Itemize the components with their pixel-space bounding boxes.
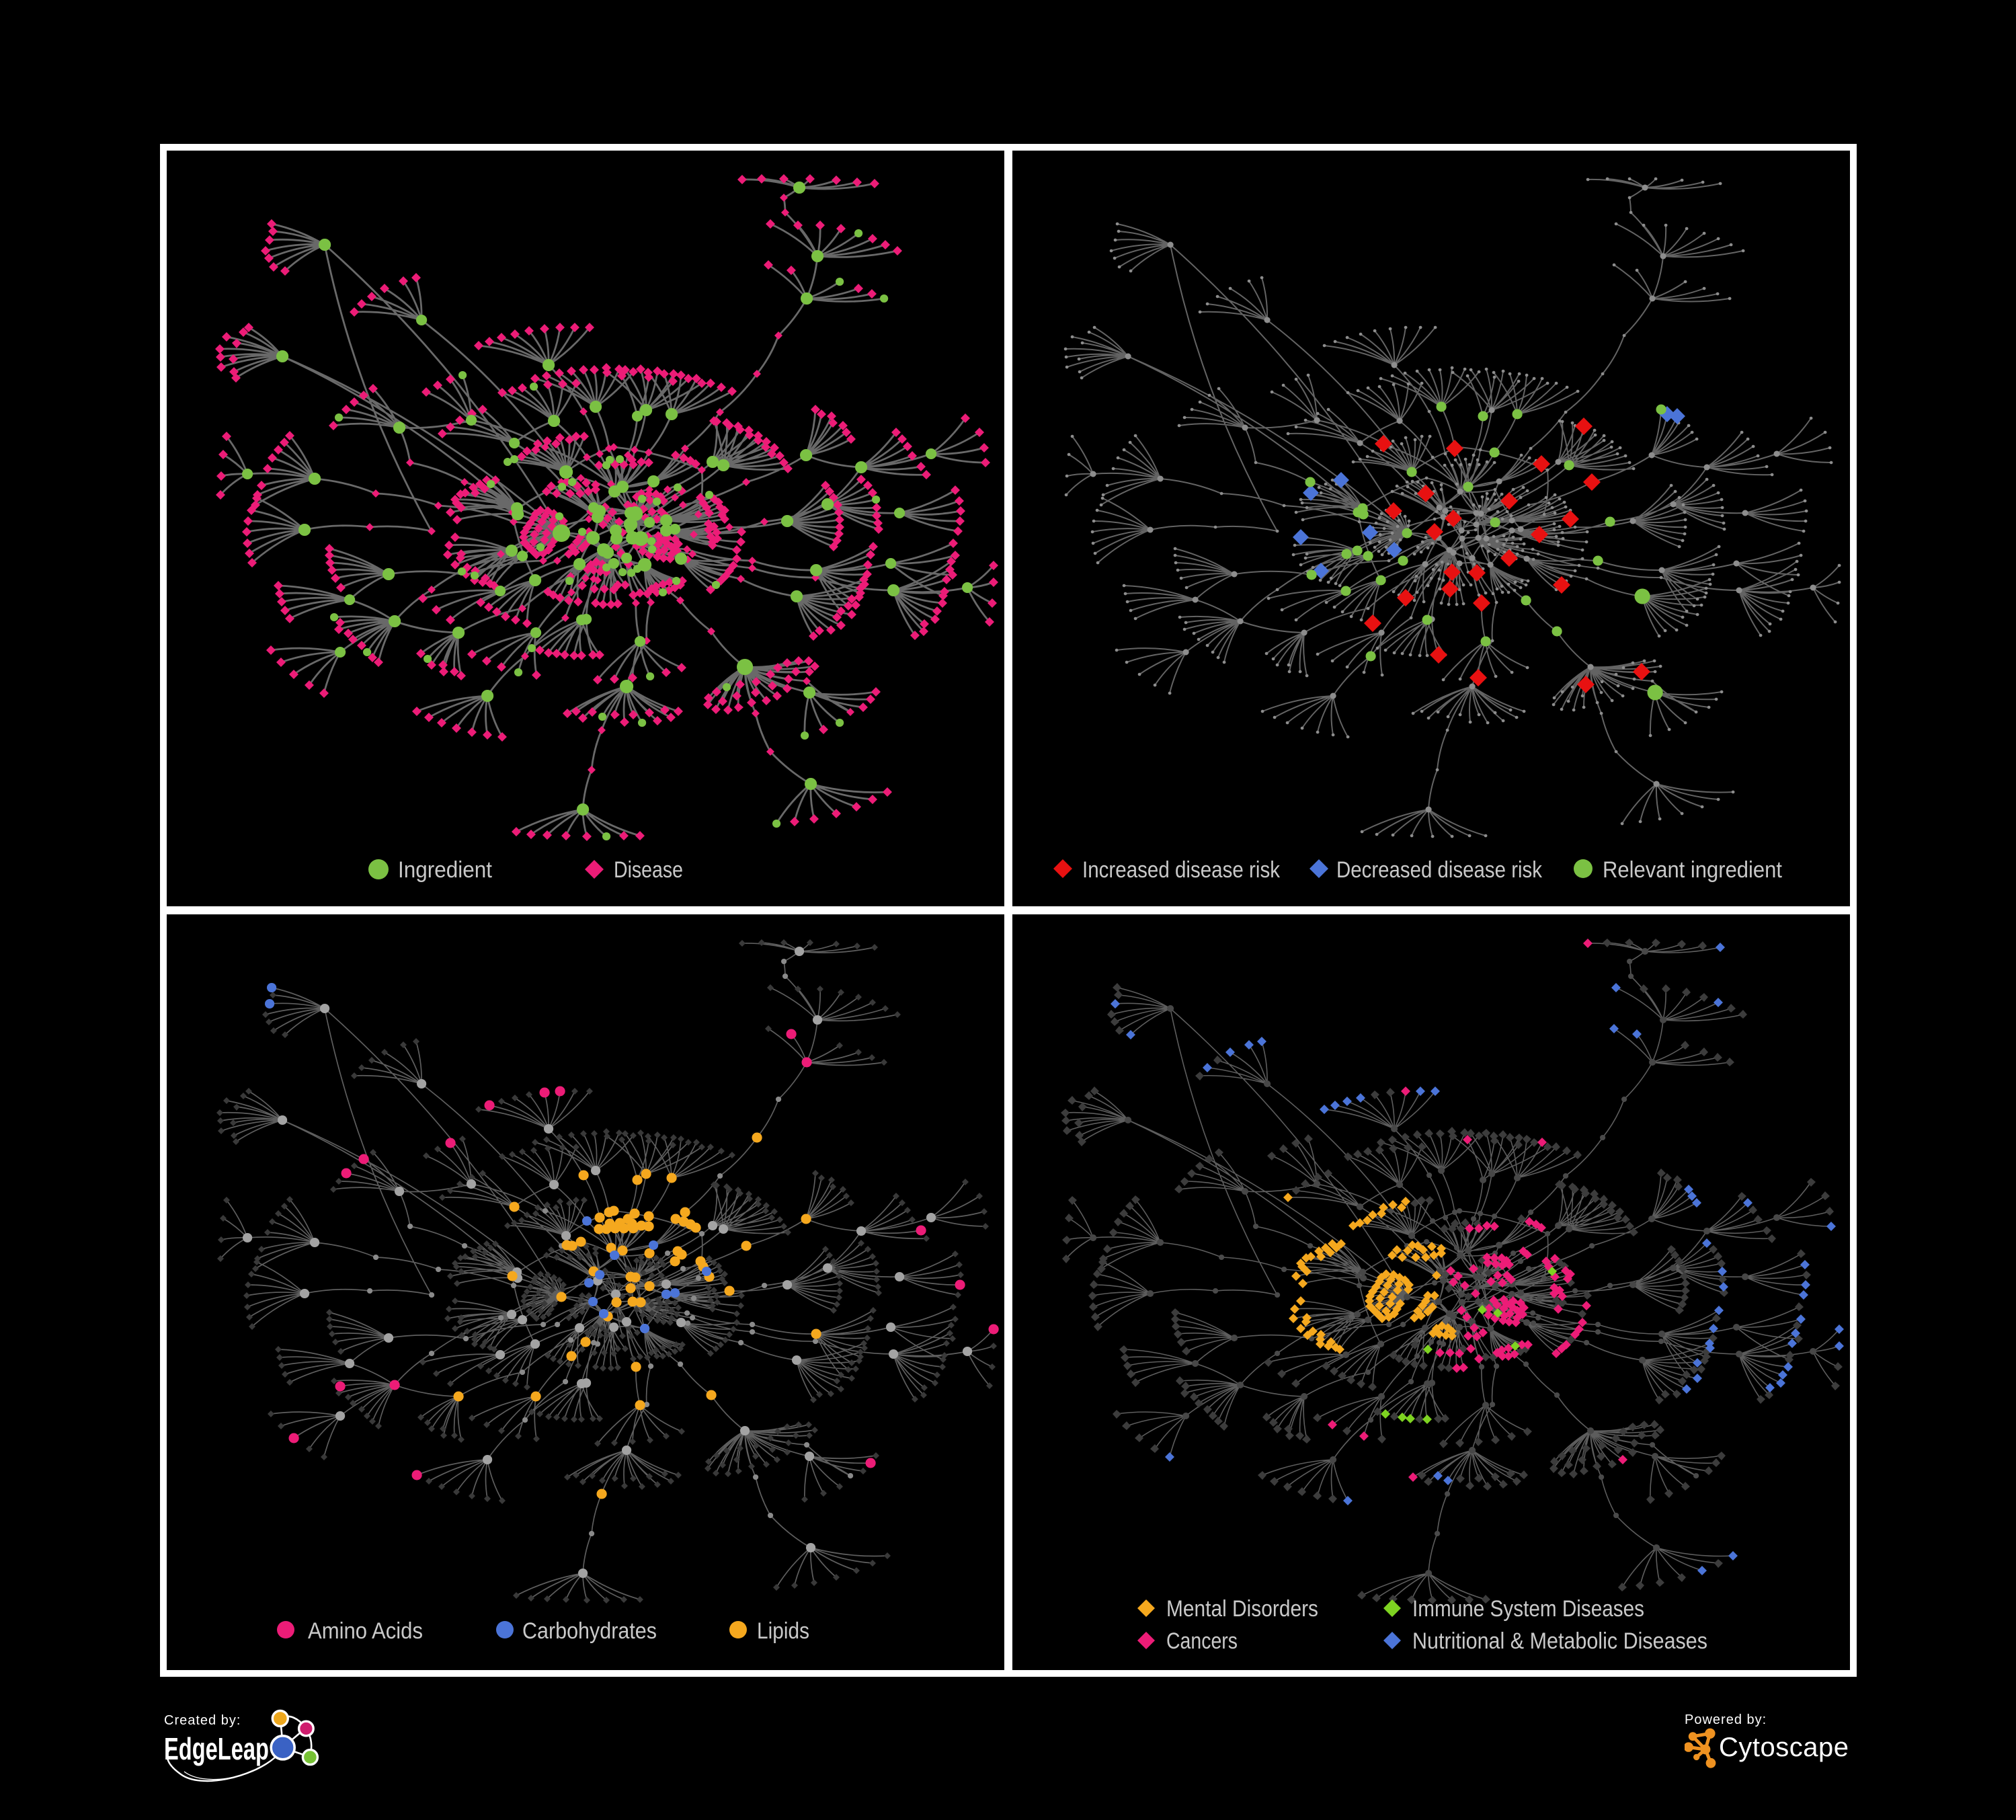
svg-text:Disease: Disease <box>614 857 683 883</box>
svg-text:Increased disease risk: Increased disease risk <box>1082 857 1281 883</box>
svg-text:Decreased disease risk: Decreased disease risk <box>1336 857 1543 883</box>
svg-text:EdgeLeap: EdgeLeap <box>164 1731 269 1766</box>
svg-text:Created by:: Created by: <box>164 1713 241 1728</box>
svg-text:Cancers: Cancers <box>1166 1628 1238 1654</box>
svg-text:Powered by:: Powered by: <box>1685 1712 1767 1727</box>
svg-text:Immune System Diseases: Immune System Diseases <box>1412 1596 1644 1622</box>
svg-text:Amino Acids: Amino Acids <box>308 1618 423 1644</box>
svg-text:Mental Disorders: Mental Disorders <box>1166 1596 1318 1622</box>
svg-text:Carbohydrates: Carbohydrates <box>522 1618 657 1644</box>
svg-text:Ingredient: Ingredient <box>398 857 493 883</box>
svg-text:Cytoscape: Cytoscape <box>1719 1733 1849 1762</box>
svg-text:Lipids: Lipids <box>757 1618 809 1644</box>
svg-text:Relevant ingredient: Relevant ingredient <box>1603 857 1783 883</box>
svg-text:Nutritional & Metabolic Diseas: Nutritional & Metabolic Diseases <box>1412 1628 1707 1654</box>
